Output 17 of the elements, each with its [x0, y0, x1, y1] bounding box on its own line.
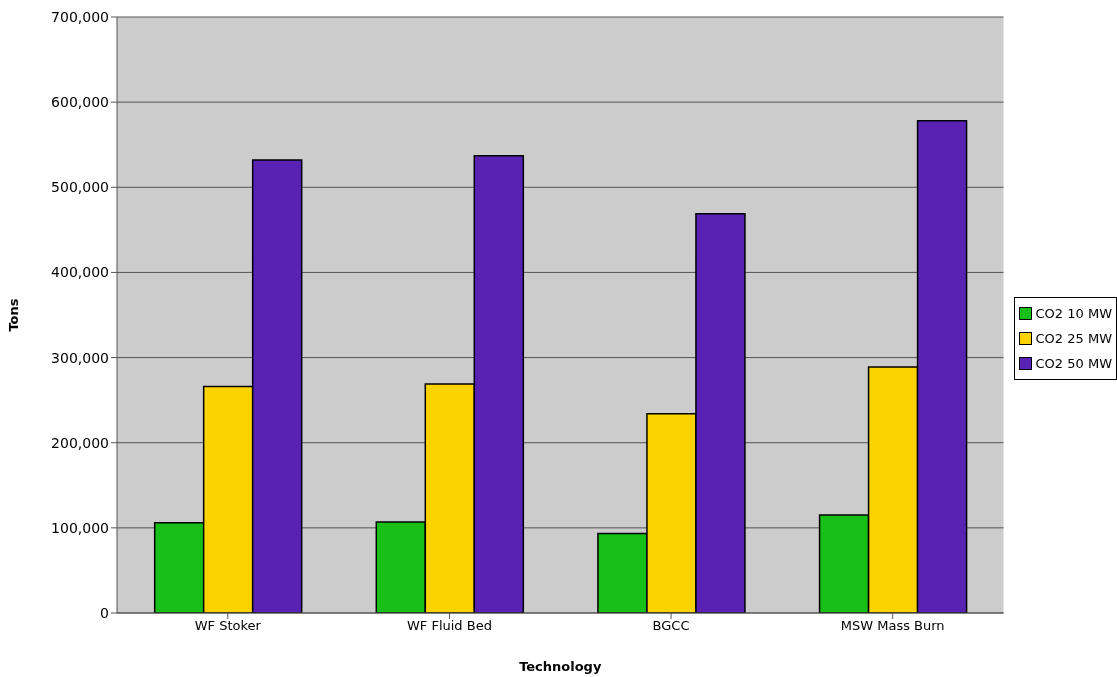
x-tick-label: MSW Mass Burn — [840, 618, 945, 634]
y-tick-label: 0 — [100, 604, 109, 621]
x-tick-label: WF Fluid Bed — [406, 618, 492, 634]
y-tick-label: 600,000 — [51, 94, 109, 111]
y-tick-label: 400,000 — [51, 264, 109, 281]
y-tick-label: 100,000 — [51, 519, 109, 536]
y-tick-label: 200,000 — [51, 434, 109, 451]
x-axis-title: Technology — [519, 659, 602, 674]
y-tick-label: 300,000 — [51, 349, 109, 366]
x-tick-label: BGCC — [652, 618, 690, 634]
y-tick-label: 700,000 — [51, 8, 109, 25]
legend-label: CO2 25 MW — [1035, 331, 1112, 346]
x-tick-label: WF Stoker — [194, 618, 262, 634]
y-axis-title: Tons — [5, 298, 21, 332]
legend-label: CO2 10 MW — [1035, 306, 1112, 321]
y-tick-label: 500,000 — [51, 179, 109, 196]
legend-label: CO2 50 MW — [1035, 356, 1112, 371]
